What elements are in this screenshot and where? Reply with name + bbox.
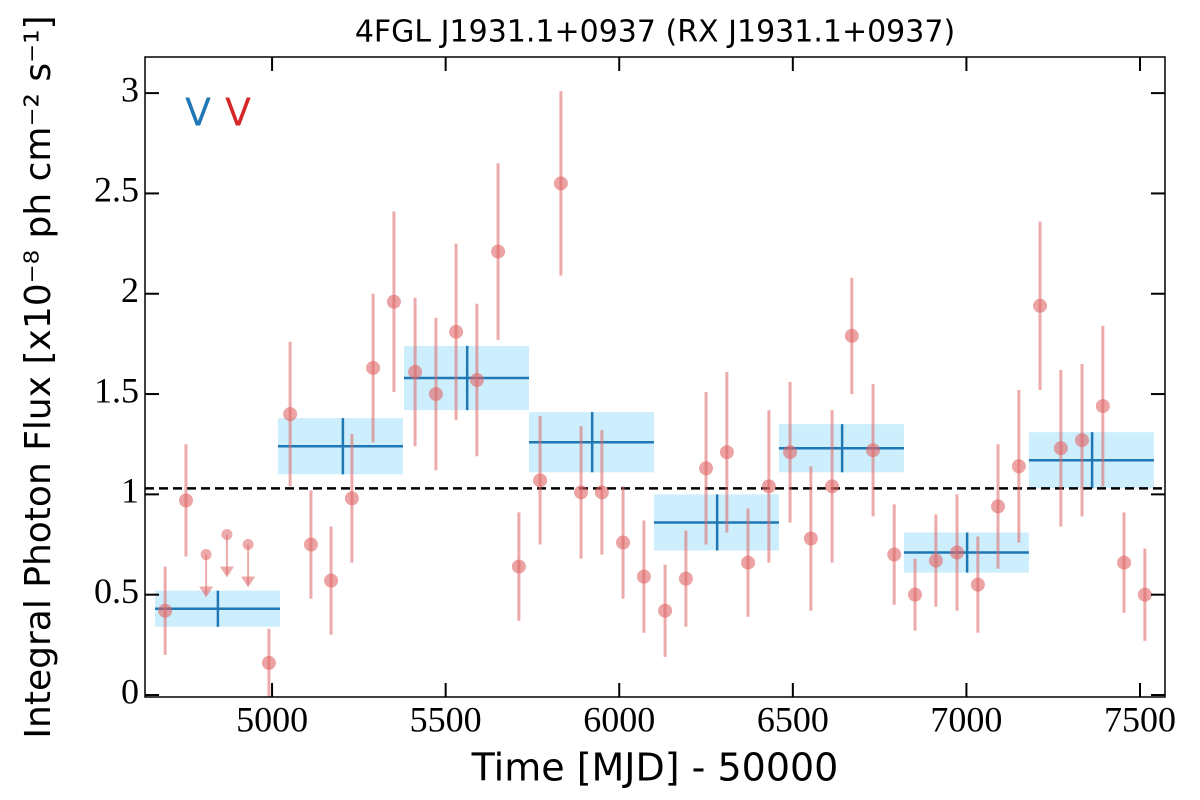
point xyxy=(283,407,298,422)
point xyxy=(574,485,589,500)
x-tick-label: 5500 xyxy=(410,699,482,739)
point xyxy=(678,571,693,586)
point xyxy=(344,491,359,506)
point xyxy=(950,545,965,560)
point xyxy=(469,373,484,388)
upper-limit-head xyxy=(219,566,234,578)
point xyxy=(303,537,318,552)
point xyxy=(408,364,423,379)
point xyxy=(158,603,173,618)
point xyxy=(803,531,818,546)
upper-limit-point xyxy=(200,549,212,561)
point xyxy=(844,328,859,343)
point xyxy=(1117,555,1132,570)
upper-limit-point xyxy=(242,539,254,551)
point xyxy=(866,443,881,458)
y-tick-label: 2.5 xyxy=(94,170,139,210)
point xyxy=(511,559,526,574)
point xyxy=(386,294,401,309)
x-tick-label: 7000 xyxy=(930,699,1002,739)
y-axis-label: Integral Photon Flux [x10⁻⁸ ph cm⁻² s⁻¹] xyxy=(18,15,59,738)
point xyxy=(178,493,193,508)
y-tick-label: 2 xyxy=(121,270,139,310)
point xyxy=(741,555,756,570)
point xyxy=(636,569,651,584)
point xyxy=(594,485,609,500)
x-axis-label: Time [MJD] - 50000 xyxy=(471,746,839,790)
chart-title: 4FGL J1931.1+0937 (RX J1931.1+0937) xyxy=(355,15,955,50)
point xyxy=(1011,459,1026,474)
upper-limit-head xyxy=(199,586,214,598)
point xyxy=(719,445,734,460)
upper-limit-point xyxy=(221,528,233,540)
point xyxy=(783,445,798,460)
point xyxy=(491,244,506,259)
y-tick-label: 0.5 xyxy=(94,571,139,611)
point xyxy=(324,573,339,588)
point xyxy=(908,587,923,602)
point xyxy=(1053,441,1068,456)
point xyxy=(1137,587,1152,602)
point xyxy=(1075,433,1090,448)
point xyxy=(553,176,568,191)
annotation: V xyxy=(185,91,211,135)
point xyxy=(1095,399,1110,414)
point xyxy=(366,360,381,375)
point xyxy=(991,499,1006,514)
x-tick-label: 6000 xyxy=(583,699,655,739)
point xyxy=(970,577,985,592)
point xyxy=(761,479,776,494)
x-tick-label: 5000 xyxy=(236,699,308,739)
y-tick-label: 0 xyxy=(121,671,139,711)
point xyxy=(699,461,714,476)
plot-frame xyxy=(144,56,1166,698)
point xyxy=(533,473,548,488)
point xyxy=(658,603,673,618)
y-tick-label: 1.5 xyxy=(94,370,139,410)
x-tick-label: 6500 xyxy=(757,699,829,739)
y-tick-label: 3 xyxy=(121,69,139,109)
y-tick-label: 1 xyxy=(121,471,139,511)
point xyxy=(616,535,631,550)
annotation: V xyxy=(225,91,251,135)
point xyxy=(887,547,902,562)
point xyxy=(825,479,840,494)
x-tick-label: 7500 xyxy=(1104,699,1176,739)
upper-limit-head xyxy=(241,576,256,588)
point xyxy=(428,387,443,402)
point xyxy=(261,655,276,670)
point xyxy=(1033,298,1048,313)
point xyxy=(449,324,464,339)
point xyxy=(928,553,943,568)
